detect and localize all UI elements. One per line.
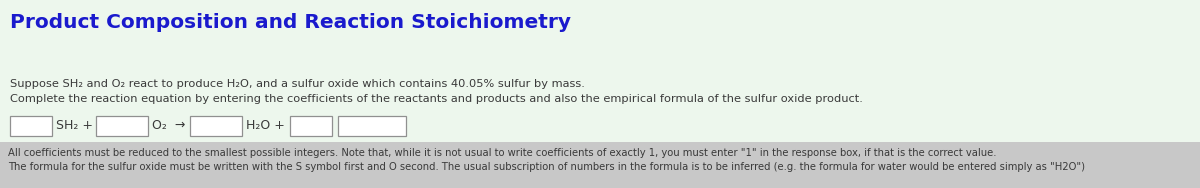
Text: Product Composition and Reaction Stoichiometry: Product Composition and Reaction Stoichi… [10,13,571,32]
Text: The formula for the sulfur oxide must be written with the S symbol first and O s: The formula for the sulfur oxide must be… [8,162,1085,172]
Text: SH₂ +: SH₂ + [56,119,94,133]
FancyBboxPatch shape [290,116,332,136]
FancyBboxPatch shape [190,116,242,136]
FancyBboxPatch shape [10,116,52,136]
Text: O₂  →: O₂ → [152,119,185,133]
Text: Complete the reaction equation by entering the coefficients of the reactants and: Complete the reaction equation by enteri… [10,94,863,104]
FancyBboxPatch shape [0,142,1200,188]
FancyBboxPatch shape [96,116,148,136]
Text: Suppose SH₂ and O₂ react to produce H₂O, and a sulfur oxide which contains 40.05: Suppose SH₂ and O₂ react to produce H₂O,… [10,79,584,89]
Text: H₂O +: H₂O + [246,119,284,133]
Text: All coefficients must be reduced to the smallest possible integers. Note that, w: All coefficients must be reduced to the … [8,148,996,158]
FancyBboxPatch shape [338,116,406,136]
